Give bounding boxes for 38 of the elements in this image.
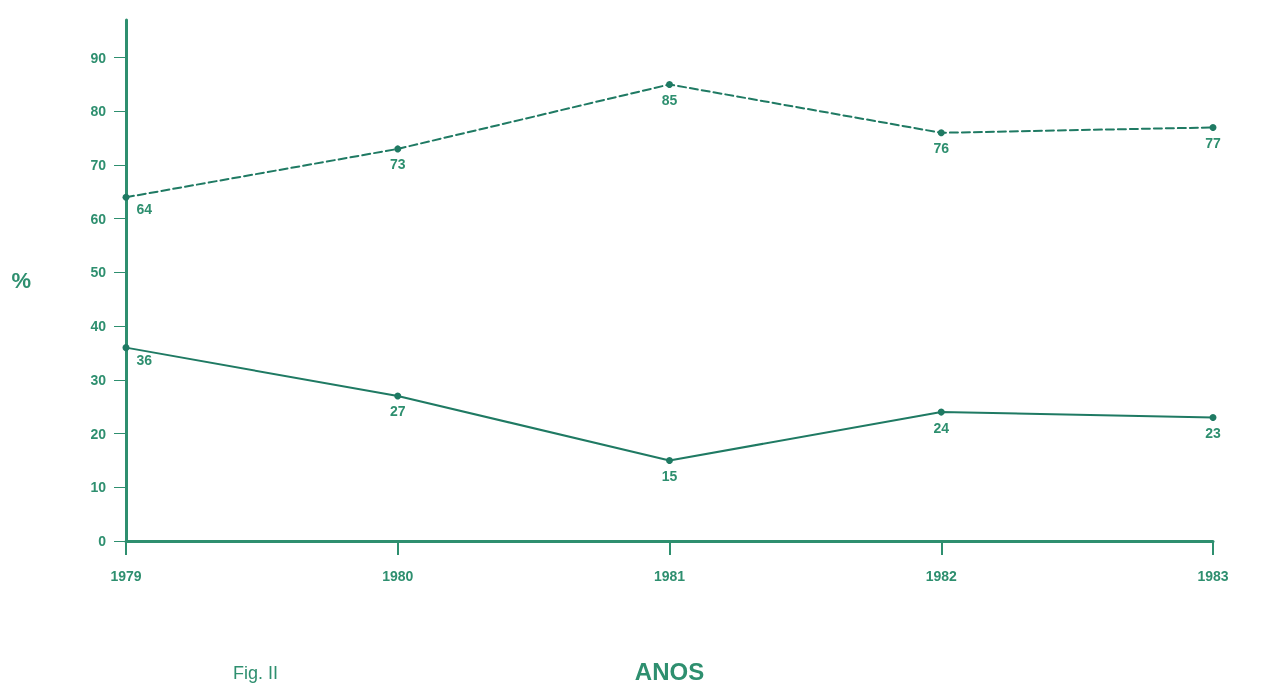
point [666,80,673,88]
y-tick-label: 20 [90,425,107,442]
data-label: 27 [389,403,406,420]
x-tick-label: 1982 [925,568,958,584]
y-axis-title: % [11,268,31,293]
y-tick-label: 0 [98,533,107,549]
y-tick-label: 90 [90,49,107,66]
data-label: 76 [933,140,950,157]
point [1209,413,1217,421]
y-tick-label: 60 [90,210,107,227]
data-label: 36 [136,351,153,368]
x-tick-label: 1981 [653,568,686,584]
point [122,344,130,352]
data-label: 85 [661,91,678,108]
text: Fig. II [233,663,279,683]
point [937,408,945,416]
y-tick-label: 30 [90,371,107,388]
data-label: 23 [1205,424,1221,441]
point [937,129,945,137]
point [394,392,402,400]
point [666,456,673,464]
x-tick-label: 1979 [110,568,142,584]
data-label: 24 [933,419,950,436]
data-label: 73 [389,156,406,173]
y-tick-label: 50 [90,264,107,281]
data-label: 64 [136,201,153,218]
y-tick-label: 10 [90,479,107,496]
point [122,193,130,201]
y-tick-label: 40 [90,318,107,335]
point [394,145,402,153]
data-label: 15 [661,467,678,484]
x-tick-label: 1980 [382,568,414,584]
x-axis-title: ANOS [634,657,705,685]
data-label: 77 [1205,134,1221,151]
y-tick-label: 70 [90,157,107,174]
y-tick-label: 80 [90,103,107,120]
x-tick-label: 1983 [1197,568,1229,584]
point [1209,123,1217,131]
